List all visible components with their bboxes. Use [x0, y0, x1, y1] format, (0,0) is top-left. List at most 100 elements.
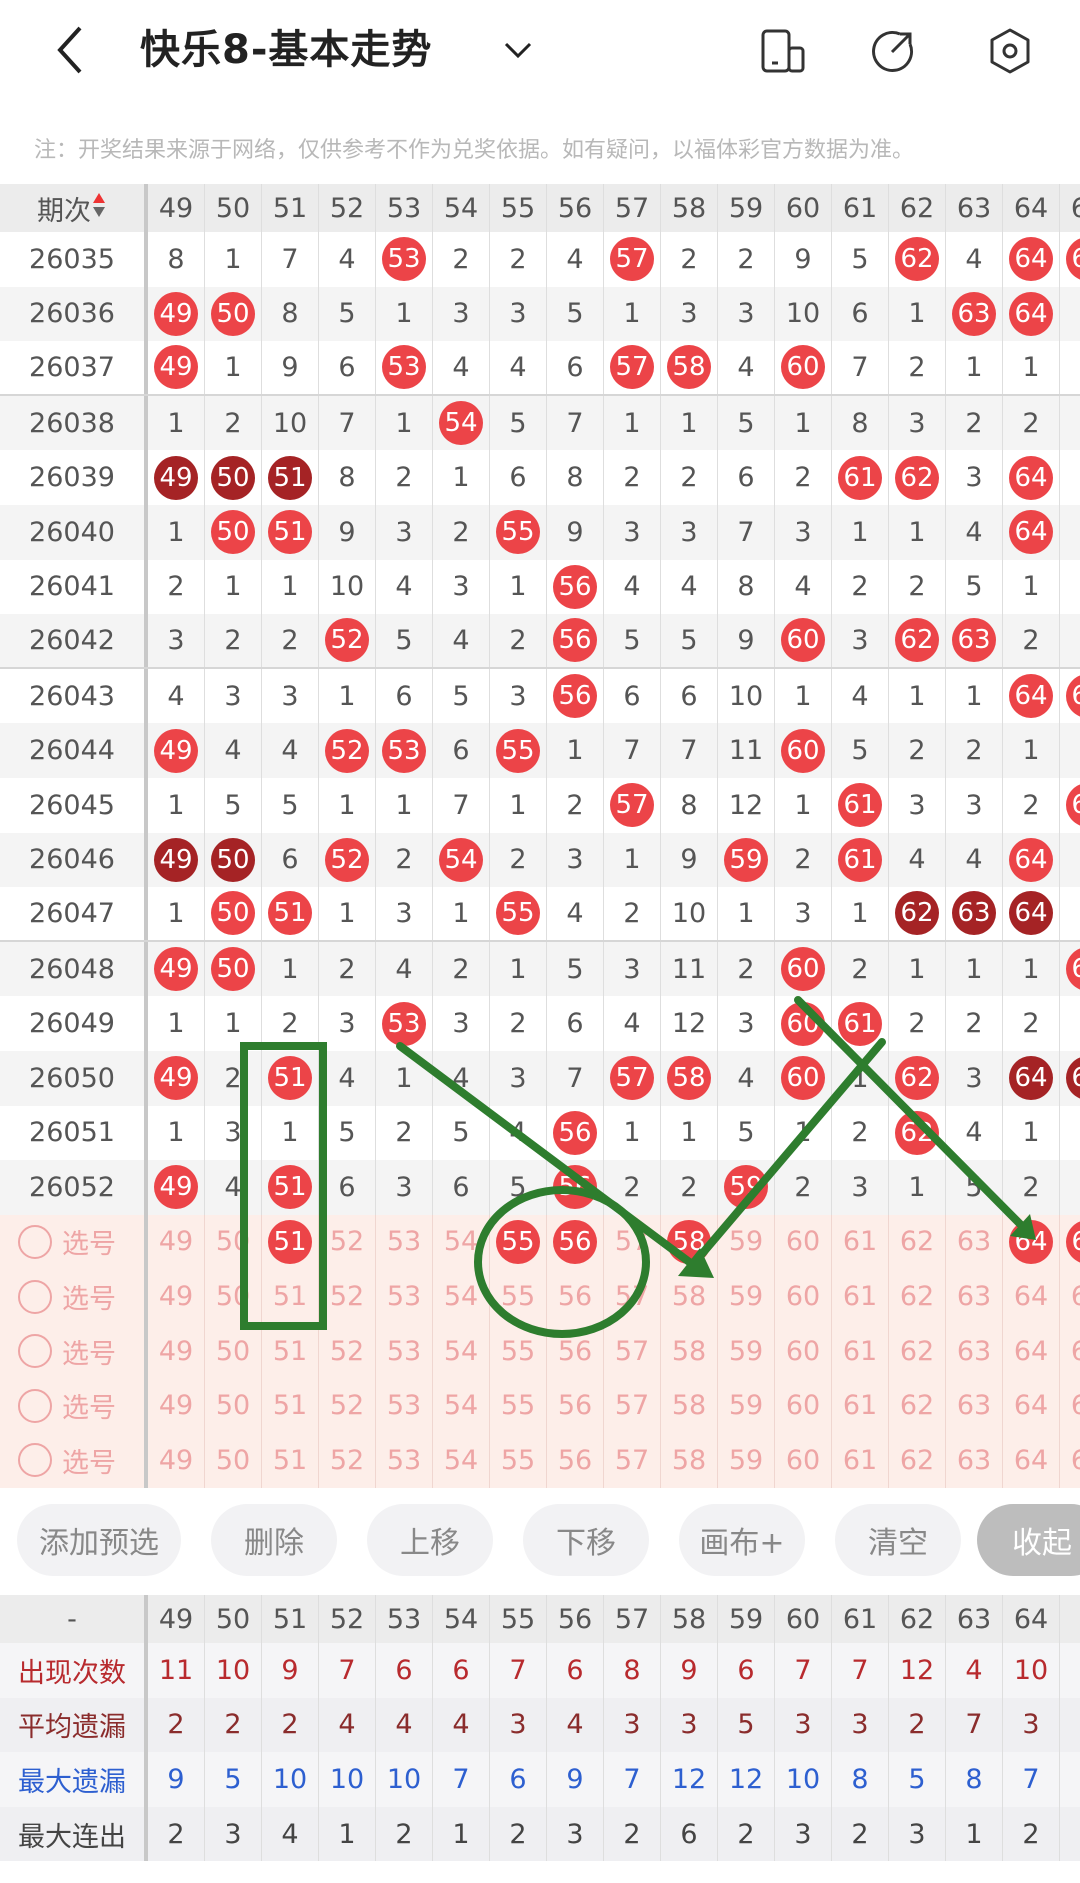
select-number-cell[interactable]: 50: [205, 1269, 262, 1324]
select-number-cell[interactable]: 49: [148, 1323, 205, 1379]
canvas-add-button[interactable]: 画布+: [679, 1504, 805, 1576]
select-number-cell[interactable]: 61: [832, 1323, 889, 1379]
select-number-cell[interactable]: 57: [604, 1323, 661, 1379]
select-number-cell[interactable]: 50: [205, 1323, 262, 1379]
radio-icon[interactable]: [18, 1224, 52, 1259]
select-number-cell[interactable]: 54: [433, 1323, 490, 1379]
page-title[interactable]: 快乐8-基本走势: [140, 27, 433, 73]
select-number-cell[interactable]: 58: [661, 1214, 718, 1270]
layout-icon[interactable]: [760, 28, 806, 74]
select-number-cell[interactable]: 61: [832, 1378, 889, 1434]
select-number-cell[interactable]: 52: [319, 1323, 376, 1379]
select-number-cell[interactable]: 52: [319, 1378, 376, 1434]
select-number-cell[interactable]: 58: [661, 1269, 718, 1324]
select-number-cell[interactable]: 49: [148, 1214, 205, 1270]
select-number-cell[interactable]: 62: [889, 1378, 946, 1434]
select-number-cell[interactable]: 64: [1003, 1433, 1060, 1488]
select-number-cell[interactable]: 55: [490, 1378, 547, 1434]
collapse-button[interactable]: 收起: [977, 1504, 1080, 1576]
select-number-cell[interactable]: 62: [889, 1323, 946, 1379]
move-down-button[interactable]: 下移: [523, 1504, 649, 1576]
select-label[interactable]: 选号: [0, 1323, 148, 1379]
select-number-cell[interactable]: 51: [262, 1378, 319, 1434]
select-number-cell[interactable]: 55: [490, 1214, 547, 1270]
select-number-cell[interactable]: 50: [205, 1433, 262, 1488]
select-number-cell[interactable]: 54: [433, 1269, 490, 1324]
radio-icon[interactable]: [18, 1334, 52, 1369]
select-number-cell[interactable]: 61: [832, 1433, 889, 1488]
select-number-cell[interactable]: 49: [148, 1378, 205, 1434]
select-number-cell[interactable]: 52: [319, 1433, 376, 1488]
sort-icon[interactable]: [91, 191, 107, 226]
select-number-cell[interactable]: 51: [262, 1214, 319, 1270]
select-number-cell[interactable]: 61: [832, 1269, 889, 1324]
issue-sort-header[interactable]: 期次: [0, 184, 148, 232]
select-number-cell[interactable]: 59: [718, 1323, 775, 1379]
back-arrow-icon[interactable]: [50, 22, 90, 78]
select-number-cell[interactable]: 52: [319, 1214, 376, 1270]
select-number-cell[interactable]: 63: [946, 1323, 1003, 1379]
select-number-cell[interactable]: 56: [547, 1214, 604, 1270]
select-number-cell[interactable]: 52: [319, 1269, 376, 1324]
select-number-cell[interactable]: 54: [433, 1214, 490, 1270]
select-number-cell[interactable]: 63: [946, 1378, 1003, 1434]
select-number-cell[interactable]: 55: [490, 1433, 547, 1488]
select-number-cell[interactable]: 63: [946, 1269, 1003, 1324]
select-number-cell[interactable]: 59: [718, 1378, 775, 1434]
select-number-cell[interactable]: 53: [376, 1269, 433, 1324]
select-number-cell[interactable]: 55: [490, 1269, 547, 1324]
select-number-cell[interactable]: 60: [775, 1378, 832, 1434]
delete-button[interactable]: 删除: [211, 1504, 337, 1576]
select-number-cell[interactable]: 50: [205, 1214, 262, 1270]
radio-icon[interactable]: [18, 1388, 52, 1423]
select-number-cell[interactable]: 65: [1060, 1378, 1080, 1433]
select-number-cell[interactable]: 65: [1060, 1324, 1080, 1379]
share-icon[interactable]: [870, 28, 916, 74]
select-number-cell[interactable]: 60: [775, 1214, 832, 1270]
select-number-cell[interactable]: 62: [889, 1433, 946, 1488]
select-number-cell[interactable]: 57: [604, 1214, 661, 1270]
select-number-cell[interactable]: 53: [376, 1323, 433, 1379]
radio-icon[interactable]: [18, 1443, 52, 1478]
select-number-cell[interactable]: 62: [889, 1214, 946, 1270]
select-number-cell[interactable]: 62: [889, 1269, 946, 1324]
select-number-cell[interactable]: 63: [946, 1214, 1003, 1270]
select-label[interactable]: 选号: [0, 1433, 148, 1488]
clear-button[interactable]: 清空: [835, 1504, 961, 1576]
select-number-cell[interactable]: 63: [946, 1433, 1003, 1488]
select-number-cell[interactable]: 64: [1003, 1323, 1060, 1379]
select-number-cell[interactable]: 60: [775, 1323, 832, 1379]
select-number-cell[interactable]: 56: [547, 1433, 604, 1488]
select-number-cell[interactable]: 56: [547, 1378, 604, 1434]
select-number-cell[interactable]: 60: [775, 1433, 832, 1488]
select-number-cell[interactable]: 53: [376, 1378, 433, 1434]
chevron-down-icon[interactable]: [500, 32, 536, 68]
select-number-cell[interactable]: 56: [547, 1269, 604, 1324]
select-number-cell[interactable]: 65: [1060, 1215, 1080, 1270]
select-number-cell[interactable]: 59: [718, 1269, 775, 1324]
select-number-cell[interactable]: 58: [661, 1378, 718, 1434]
select-label[interactable]: 选号: [0, 1378, 148, 1434]
select-label[interactable]: 选号: [0, 1269, 148, 1324]
selected-number-ball[interactable]: 64: [1009, 1219, 1053, 1264]
select-number-cell[interactable]: 58: [661, 1433, 718, 1488]
select-number-cell[interactable]: 50: [205, 1378, 262, 1434]
select-number-cell[interactable]: 56: [547, 1323, 604, 1379]
selected-number-ball[interactable]: 55: [496, 1219, 540, 1264]
radio-icon[interactable]: [18, 1279, 52, 1314]
select-number-cell[interactable]: 51: [262, 1269, 319, 1324]
select-number-cell[interactable]: 53: [376, 1214, 433, 1270]
select-number-cell[interactable]: 60: [775, 1269, 832, 1324]
select-label[interactable]: 选号: [0, 1214, 148, 1270]
select-number-cell[interactable]: 65: [1060, 1269, 1080, 1324]
select-number-cell[interactable]: 64: [1003, 1378, 1060, 1434]
select-number-cell[interactable]: 55: [490, 1323, 547, 1379]
move-up-button[interactable]: 上移: [367, 1504, 493, 1576]
select-number-cell[interactable]: 57: [604, 1433, 661, 1488]
selected-number-ball[interactable]: 51: [268, 1219, 312, 1264]
selected-number-ball[interactable]: 65: [1066, 1219, 1080, 1264]
select-number-cell[interactable]: 49: [148, 1433, 205, 1488]
select-number-cell[interactable]: 51: [262, 1433, 319, 1488]
select-number-cell[interactable]: 64: [1003, 1214, 1060, 1270]
select-number-cell[interactable]: 61: [832, 1214, 889, 1270]
